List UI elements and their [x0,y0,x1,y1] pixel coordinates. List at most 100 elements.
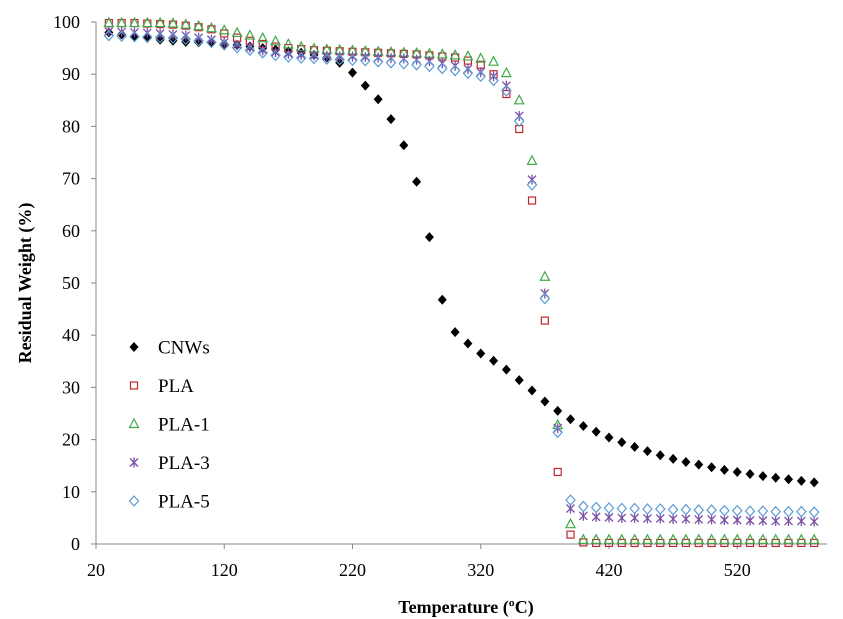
x-tick-label: 520 [724,560,751,580]
data-point [449,49,461,60]
data-point [436,62,448,75]
legend-marker [129,342,139,352]
data-point [424,232,434,243]
data-point [501,85,512,97]
data-point [667,503,679,516]
legend-marker [129,457,139,468]
data-point [271,47,281,58]
legend-label: PLA-5 [158,492,210,513]
y-tick-label: 70 [62,169,80,189]
x-tick-label: 20 [87,560,105,580]
data-point [258,45,268,56]
data-point [552,426,563,439]
data-point [630,441,640,452]
series-pla-5 [103,29,820,519]
data-point [322,50,332,61]
data-point [707,462,717,473]
data-point [578,510,588,521]
data-point [513,115,525,128]
legend-label: PLA [158,376,194,397]
data-point [553,467,562,477]
data-point [348,51,357,62]
data-point [257,31,269,43]
data-point [784,474,794,485]
data-point [116,16,128,28]
x-tick-label: 320 [467,560,494,580]
data-point [668,513,678,524]
data-point [577,533,589,544]
data-point [283,48,293,59]
data-point [155,34,165,45]
data-point [784,516,793,527]
data-point [719,514,729,525]
data-point [129,30,140,43]
data-point [796,505,807,518]
data-point [181,36,191,47]
legend-marker [128,495,140,507]
data-point [168,35,178,46]
data-point [513,94,525,105]
data-point [475,52,487,63]
data-point [745,515,755,526]
data-point [335,51,345,62]
y-tick-label: 100 [53,12,80,32]
data-point [694,514,704,525]
data-point [500,66,512,78]
data-point [232,39,242,50]
data-point [655,450,665,461]
data-point [231,41,243,54]
data-point [578,421,588,432]
data-point [180,18,192,29]
data-point [218,39,230,51]
data-point [744,505,756,518]
data-point [424,60,435,73]
data-point [809,516,819,527]
data-point [783,505,794,518]
data-point [668,453,678,464]
data-point [194,32,204,43]
data-point [617,437,627,448]
data-point [693,533,705,544]
data-point [347,54,358,67]
data-point [771,472,781,483]
data-point [642,513,652,524]
data-point [591,426,601,437]
data-point [141,31,153,44]
data-point [616,502,628,515]
data-point [475,70,487,83]
data-point [604,512,614,523]
data-point [296,49,306,60]
data-point [463,338,473,349]
data-point [526,178,538,191]
data-point [193,34,204,47]
data-point [758,515,768,526]
data-point [732,514,742,525]
data-point [218,24,230,35]
x-tick-label: 420 [595,560,622,580]
data-point [360,51,370,62]
data-point [385,56,397,69]
x-axis-title: Temperature (ºC) [398,597,533,618]
data-point [681,457,691,468]
data-point [334,53,345,66]
data-point [808,533,820,544]
data-point [630,512,640,523]
data-point [719,504,730,517]
data-point [372,55,384,68]
legend-marker [128,417,140,429]
data-point [257,46,269,59]
data-point [629,502,640,515]
data-point [654,533,666,544]
data-point [488,55,500,66]
data-point [771,516,781,527]
y-tick-label: 50 [62,273,80,293]
y-axis-ticks: 0 10 20 30 40 50 60 70 80 90 100 [53,12,96,554]
data-point [488,74,499,87]
data-point [783,533,795,544]
data-point [283,51,294,63]
data-point [681,513,691,524]
data-point [141,16,153,28]
data-point [128,16,140,28]
data-point [770,533,782,544]
x-tick-label: 120 [211,560,238,580]
